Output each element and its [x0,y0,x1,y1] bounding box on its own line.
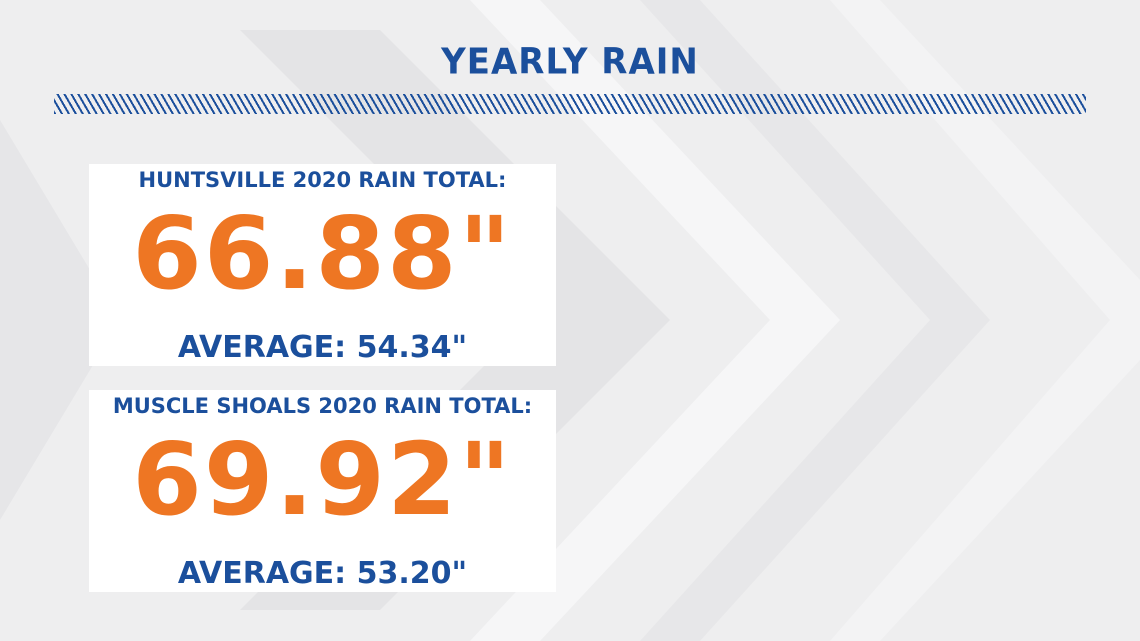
page-title: YEARLY RAIN [441,41,699,83]
huntsville-average: AVERAGE: 54.34" [177,330,468,365]
muscle-shoals-card: MUSCLE SHOALS 2020 RAIN TOTAL: 69.92" AV… [89,390,556,592]
muscle-shoals-total: 69.92" [132,421,513,538]
huntsville-card: HUNTSVILLE 2020 RAIN TOTAL: 66.88" AVERA… [89,164,556,366]
huntsville-total: 66.88" [132,195,513,312]
muscle-shoals-label: MUSCLE SHOALS 2020 RAIN TOTAL: [112,394,533,418]
title-divider [54,94,1086,114]
huntsville-label: HUNTSVILLE 2020 RAIN TOTAL: [138,168,507,192]
muscle-shoals-average: AVERAGE: 53.20" [177,556,468,591]
